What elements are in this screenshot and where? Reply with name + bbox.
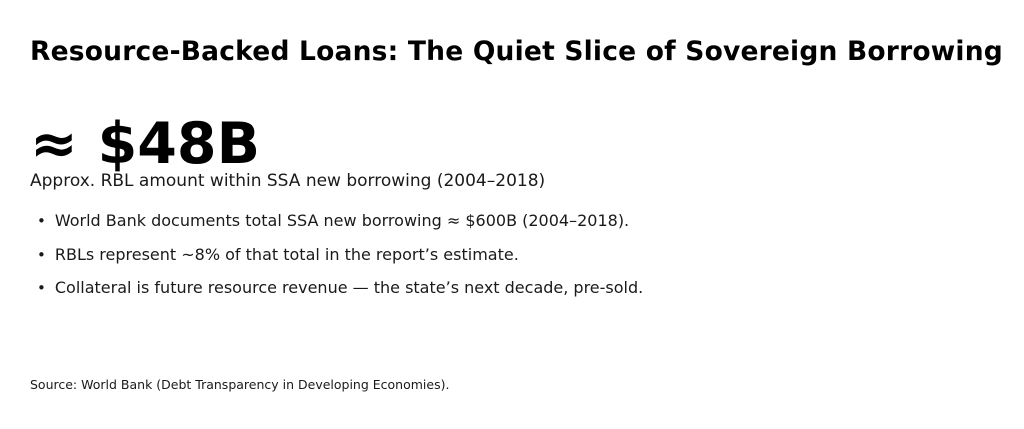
list-item: • World Bank documents total SSA new bor…	[37, 211, 643, 231]
bullet-icon: •	[37, 245, 46, 264]
source-note: Source: World Bank (Debt Transparency in…	[30, 377, 450, 392]
list-item: • RBLs represent ~8% of that total in th…	[37, 245, 643, 265]
bullet-icon: •	[37, 212, 46, 230]
bullet-icon: •	[37, 279, 46, 297]
stat-value: ≈ $48B	[30, 111, 261, 177]
list-item: • Collateral is future resource revenue …	[37, 278, 643, 298]
page-title: Resource-Backed Loans: The Quiet Slice o…	[30, 36, 1003, 67]
bullet-text: RBLs represent ~8% of that total in the …	[54, 244, 519, 264]
bullet-list: • World Bank documents total SSA new bor…	[37, 211, 643, 312]
bullet-text: Collateral is future resource revenue — …	[54, 278, 644, 297]
stat-label: Approx. RBL amount within SSA new borrow…	[30, 171, 546, 191]
bullet-text: World Bank documents total SSA new borro…	[54, 211, 630, 230]
